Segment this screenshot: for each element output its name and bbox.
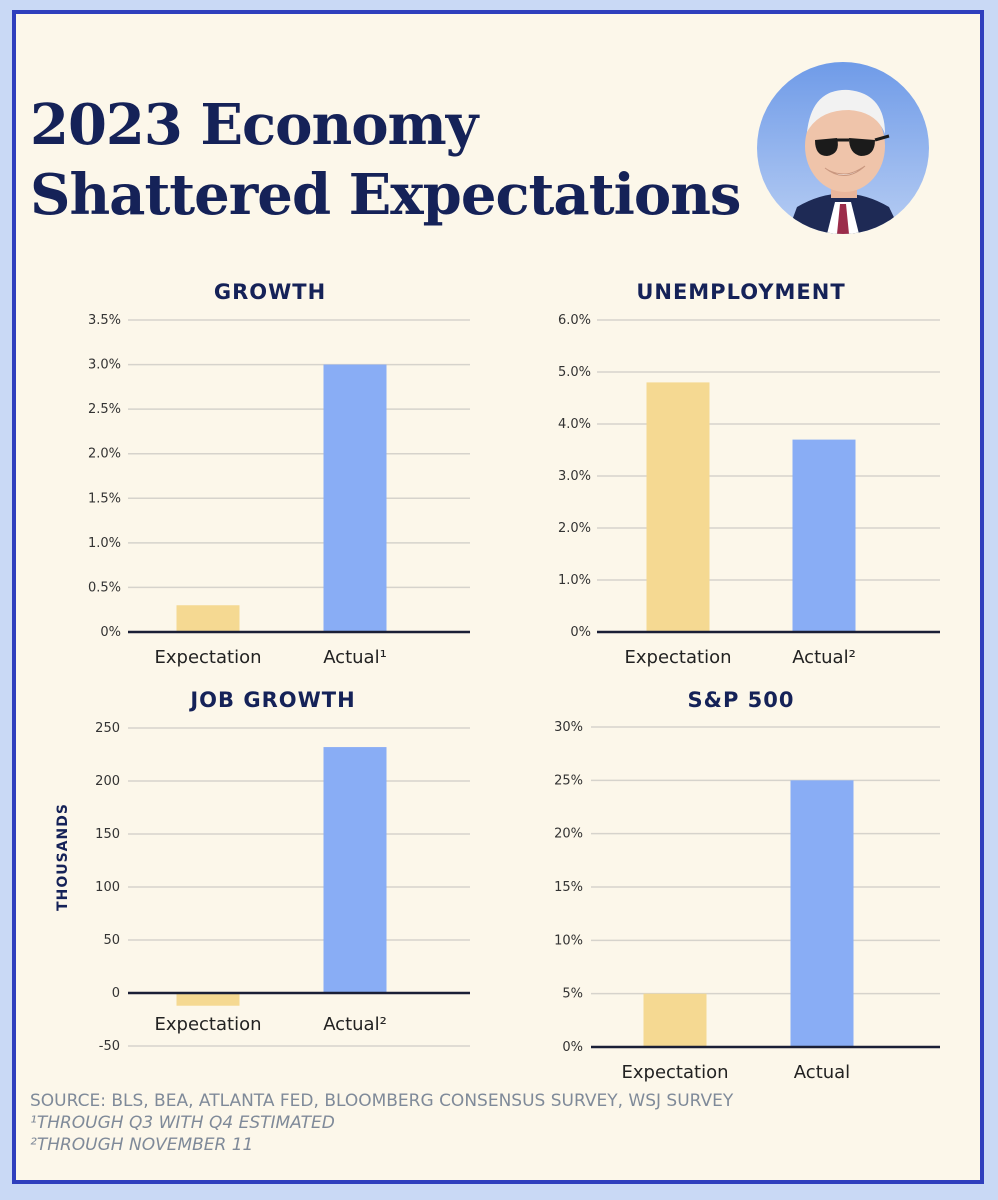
y-tick-label: 2.5% [88, 402, 121, 417]
chart-title: S&P 500 [688, 688, 795, 712]
category-label: Actual² [323, 1014, 387, 1035]
y-tick-label: 5% [562, 987, 583, 1002]
y-tick-label: 4.0% [558, 417, 591, 432]
sp500-chart: S&P 500 0% 5% 10% 15% 20% 25% 30% Expectation Act… [554, 688, 940, 1083]
y-tick-label: 3.0% [88, 358, 121, 373]
y-tick-label: 0% [562, 1040, 583, 1055]
category-label: Actual¹ [323, 647, 387, 668]
y-tick-label: 10% [554, 933, 583, 948]
bar-actual [792, 439, 856, 632]
y-tick-label: 1.5% [88, 491, 121, 506]
chart-title: UNEMPLOYMENT [636, 280, 845, 304]
y-tick-label: 250 [95, 721, 120, 736]
y-tick-label: 3.0% [558, 469, 591, 484]
page-title: 2023 Economy Shattered Expectations [30, 90, 741, 230]
source-notes: SOURCE: BLS, BEA, ATLANTA FED, BLOOMBERG… [30, 1090, 733, 1156]
unemployment-chart: UNEMPLOYMENT 0% 1.0% 2.0% 3.0% 4.0% 5.0% 6.0% Ex… [558, 280, 940, 668]
bar-expectation [176, 993, 240, 1006]
y-tick-label: 20% [554, 827, 583, 842]
source-line: SOURCE: BLS, BEA, ATLANTA FED, BLOOMBERG… [30, 1091, 734, 1111]
job-growth-chart: JOB GROWTH THOUSANDS -50 0 50 100 150 200 250 Exp… [55, 688, 470, 1054]
chart-title: JOB GROWTH [188, 688, 355, 712]
title-line-2: Shattered Expectations [30, 162, 741, 228]
y-tick-label: 30% [554, 720, 583, 735]
y-tick-label: 2.0% [88, 447, 121, 462]
y-tick-label: 50 [103, 933, 120, 948]
category-label: Expectation [155, 647, 262, 668]
bar-actual [323, 747, 387, 993]
category-label: Expectation [622, 1062, 729, 1083]
y-tick-label: 2.0% [558, 521, 591, 536]
y-tick-label: 1.0% [88, 536, 121, 551]
growth-chart: GROWTH 0% 0.5% 1.0% 1.5% 2.0% 2.5% 3.0% 3.5% Expe… [88, 280, 470, 668]
y-tick-label: 200 [95, 774, 120, 789]
bar-expectation [643, 993, 707, 1047]
footnote-2: ²THROUGH NOVEMBER 11 [30, 1135, 254, 1155]
chart-title: GROWTH [214, 280, 326, 304]
category-label: Expectation [155, 1014, 262, 1035]
y-axis-label: THOUSANDS [55, 803, 71, 911]
person-portrait-icon [757, 62, 929, 234]
y-tick-label: 1.0% [558, 573, 591, 588]
y-tick-label: 15% [554, 880, 583, 895]
y-tick-label: 6.0% [558, 313, 591, 328]
y-tick-label: -50 [99, 1039, 120, 1054]
y-tick-label: 0.5% [88, 580, 121, 595]
bar-actual [323, 364, 387, 632]
y-tick-label: 150 [95, 827, 120, 842]
y-tick-label: 5.0% [558, 365, 591, 380]
y-tick-label: 0% [570, 625, 591, 640]
y-tick-label: 100 [95, 880, 120, 895]
bar-expectation [646, 382, 710, 632]
y-tick-label: 0 [112, 986, 120, 1001]
category-label: Expectation [625, 647, 732, 668]
category-label: Actual [794, 1062, 850, 1083]
y-tick-label: 3.5% [88, 313, 121, 328]
footnote-1: ¹THROUGH Q3 WITH Q4 ESTIMATED [30, 1113, 335, 1133]
bar-expectation [176, 605, 240, 632]
title-line-1: 2023 Economy [30, 92, 478, 158]
y-tick-label: 0% [100, 625, 121, 640]
bar-actual [790, 780, 854, 1047]
category-label: Actual² [792, 647, 856, 668]
y-tick-label: 25% [554, 773, 583, 788]
